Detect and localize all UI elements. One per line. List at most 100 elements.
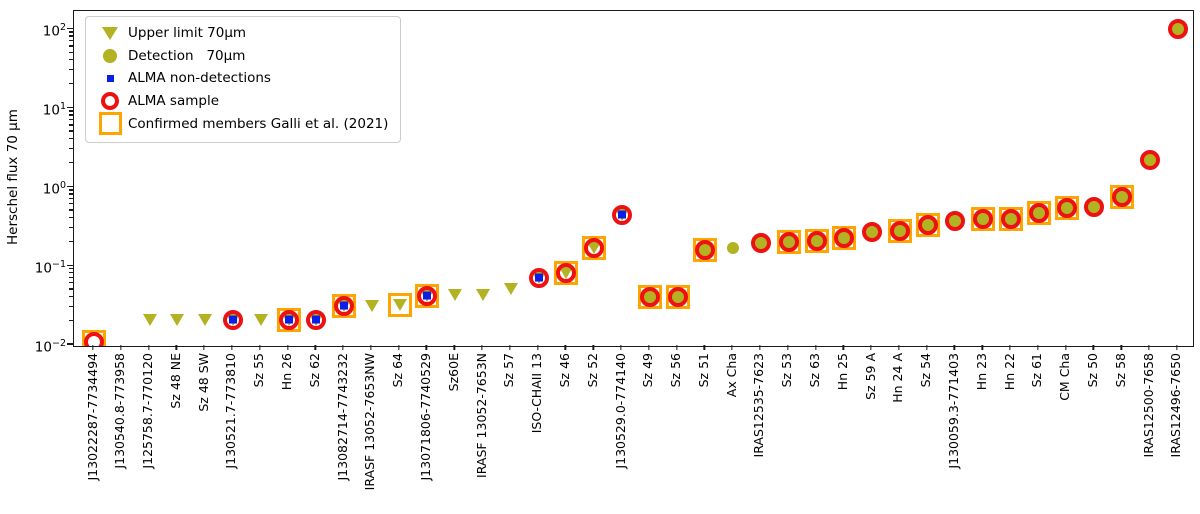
alma-sample-marker [889,220,910,241]
y-tick-label: 10−2 [34,338,66,356]
x-tick [926,345,928,350]
x-tick-label: J130540.8-773958 [112,353,128,469]
x-tick-label: Sz 63 [807,353,823,388]
alma-sample-marker [1167,19,1188,40]
legend-item: ALMA non-detections [92,67,388,90]
legend-item: ALMA sample [92,90,388,113]
x-tick-label: J130529.0-774140 [612,353,628,469]
confirmed-member-icon [98,112,122,135]
x-tick [731,345,733,350]
x-tick-label: Sz 64 [390,353,406,388]
y-minor-tick [69,319,73,321]
x-tick [620,345,622,350]
y-minor-tick [69,40,73,42]
confirmed-member-marker [832,225,857,250]
alma-sample-marker [222,309,243,330]
confirmed-member-marker [1054,195,1079,220]
y-tick-label: 101 [42,101,66,119]
x-tick-label: Sz 62 [306,353,322,388]
y-minor-tick [69,124,73,126]
y-major-tick [66,264,73,266]
y-major-tick [66,106,73,108]
alma-sample-marker [1140,150,1161,171]
x-tick-label: Hn 23 [973,353,989,391]
upper-limit-marker [364,300,379,313]
x-tick-label: J130521.7-773810 [223,353,239,469]
y-tick-label: 102 [42,22,66,40]
x-tick [898,345,900,350]
alma-sample-marker [1028,203,1049,224]
y-minor-tick [69,130,73,132]
x-tick-label: Hn 25 [834,353,850,391]
upper-limit-marker [253,313,268,326]
x-tick [675,345,678,350]
y-minor-tick [69,272,73,274]
upper-limit-marker [392,299,407,312]
legend-item: Upper limit 70μm [92,22,388,45]
alma-sample-marker [556,262,577,283]
alma-sample-marker [806,230,827,251]
y-tick-label: 10−1 [34,259,66,277]
alma-sample-marker [1112,187,1133,208]
alma-sample-marker [639,286,660,307]
y-minor-tick [69,45,73,47]
x-tick [231,345,233,350]
upper-limit-marker [142,313,157,326]
alma-sample-marker [862,222,883,243]
y-minor-tick [69,197,73,200]
x-tick-label: Sz 49 [640,353,656,388]
y-minor-tick [69,276,73,279]
legend-label: Confirmed members Galli et al. (2021) [128,115,389,132]
upper-limit-marker [170,313,185,326]
y-minor-tick [69,138,73,140]
alma-sample-marker [1001,208,1022,229]
x-tick-label: Sz 50 [1084,353,1100,388]
alma-sample-marker [334,296,355,317]
upper-limit-legend-swatch [92,26,128,40]
y-minor-tick [69,69,73,71]
y-minor-tick [69,114,73,116]
y-minor-tick [69,35,73,37]
x-tick-label: Sz 53 [779,353,795,388]
alma-sample-marker [1056,197,1077,218]
upper-limit-marker [503,282,518,295]
alma-sample-icon [101,91,119,110]
x-tick [564,345,567,350]
detection-marker [727,241,740,254]
legend: Upper limit 70μm Detection 70μm ALMA non-d… [85,16,402,143]
confirmed-member-marker [387,293,412,318]
alma-sample-marker [695,239,716,260]
legend-label: ALMA non-detections [128,70,271,87]
alma-sample-marker [973,208,994,229]
x-tick [1148,345,1150,350]
confirmed-member-marker [415,283,440,308]
x-tick [425,345,428,350]
x-tick [1009,345,1011,350]
x-tick [759,345,761,350]
confirmed-member-marker [665,284,690,309]
x-tick-label: J125758.7-770120 [140,353,156,469]
x-tick [453,345,455,350]
x-tick-label: CM Cha [1057,353,1073,401]
upper-limit-icon [102,26,118,40]
x-tick [481,345,483,350]
x-tick-label: Sz 58 [1112,353,1128,388]
confirmed-member-marker [1026,201,1051,226]
upper-limit-marker [476,289,491,302]
x-tick [398,345,400,350]
y-minor-tick [69,282,73,284]
x-tick-label: IRAS12500-7658 [1140,353,1156,458]
x-tick-label: Sz60E [445,353,461,392]
x-tick-label: Hn 24 A [890,353,906,403]
legend-item: Confirmed members Galli et al. (2021) [92,112,388,135]
x-tick [314,345,316,350]
x-tick [286,345,289,350]
x-tick [648,345,650,350]
x-tick-label: Sz 48 SW [195,353,211,412]
legend-label: Upper limit 70μm [128,25,247,42]
y-tick-label: 100 [42,180,66,198]
x-tick [203,345,205,350]
x-tick-label: Sz 54 [918,353,934,388]
x-tick [1176,345,1178,350]
alma-sample-legend-swatch [92,91,128,110]
